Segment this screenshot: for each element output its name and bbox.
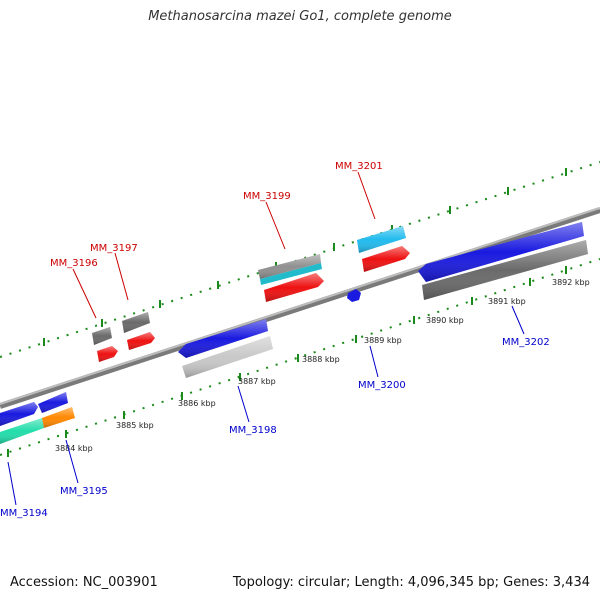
lower-tick-track (0, 258, 600, 457)
kbp-scale: 3884 kbp 3885 kbp 3886 kbp 3887 kbp 3888… (55, 278, 590, 453)
cds-mm3201-red[interactable] (362, 246, 410, 272)
cds-mm3198-light[interactable] (182, 336, 273, 378)
cds-mm3196-red[interactable] (97, 346, 118, 362)
kbp-label: 3888 kbp (302, 355, 340, 364)
kbp-label: 3889 kbp (364, 336, 402, 345)
cds-mm3199-gray[interactable] (258, 254, 321, 279)
cds-blue-small[interactable] (38, 392, 68, 413)
cds-mm3194-blue[interactable] (0, 402, 38, 426)
kbp-label: 3884 kbp (55, 444, 93, 453)
gene-label-mm3202[interactable]: MM_3202 (502, 337, 550, 348)
cds-mm3201-cyan[interactable] (357, 226, 406, 253)
gene-leader-lines (7, 171, 525, 506)
gene-label-mm3198[interactable]: MM_3198 (229, 425, 277, 436)
cds-mm3202-blue[interactable] (418, 222, 584, 282)
cds-mm3197-red[interactable] (127, 332, 155, 350)
cds-mm3194-teal[interactable] (0, 418, 44, 444)
cds-mm3197-gray[interactable] (122, 312, 150, 333)
cds-mm3200-blue[interactable] (347, 289, 361, 302)
cds-mm3198-blue[interactable] (178, 319, 268, 358)
gene-labels: MM_3196 MM_3197 MM_3199 MM_3201 MM_3194 … (0, 161, 550, 519)
accession-text: Accession: NC_003901 (10, 575, 158, 590)
kbp-label: 3885 kbp (116, 421, 154, 430)
cds-mm3195-orange[interactable] (42, 407, 75, 428)
gene-label-mm3196[interactable]: MM_3196 (50, 258, 98, 269)
cds-mm3199-red[interactable] (264, 273, 324, 302)
gene-label-mm3195[interactable]: MM_3195 (60, 486, 108, 497)
cds-mm3196-gray[interactable] (92, 327, 112, 345)
gene-label-mm3194[interactable]: MM_3194 (0, 508, 48, 519)
kbp-label: 3886 kbp (178, 399, 216, 408)
features (0, 222, 588, 444)
cds-mm3202-gray[interactable] (422, 240, 588, 300)
kbp-label: 3890 kbp (426, 316, 464, 325)
cds-mm3199-cyan[interactable] (260, 263, 322, 285)
map-title: Methanosarcina mazei Go1, complete genom… (148, 9, 452, 24)
gene-label-mm3197[interactable]: MM_3197 (90, 243, 138, 254)
kbp-label: 3887 kbp (238, 377, 276, 386)
kbp-label: 3891 kbp (488, 297, 526, 306)
kbp-label: 3892 kbp (552, 278, 590, 287)
topology-text: Topology: circular; Length: 4,096,345 bp… (232, 575, 590, 590)
gene-label-mm3200[interactable]: MM_3200 (358, 380, 406, 391)
gene-label-mm3201[interactable]: MM_3201 (335, 161, 383, 172)
gene-label-mm3199[interactable]: MM_3199 (243, 191, 291, 202)
sequence-backbone (0, 207, 600, 409)
